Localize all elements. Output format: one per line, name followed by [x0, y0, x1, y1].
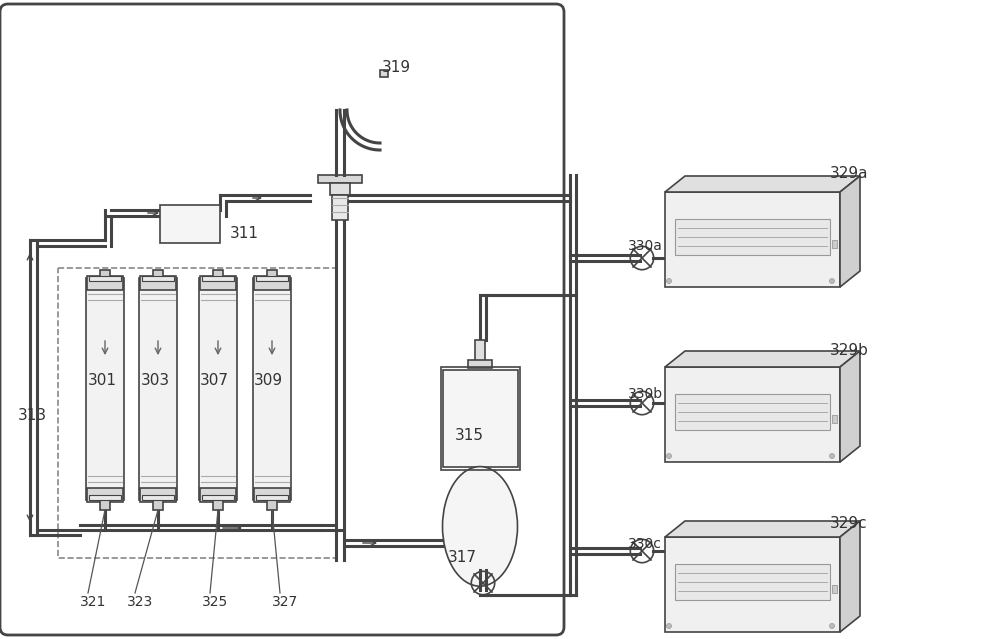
Text: 315: 315: [455, 428, 484, 443]
Circle shape: [666, 624, 672, 629]
Text: 301: 301: [88, 373, 117, 388]
Bar: [160, 205, 220, 243]
Bar: [832, 415, 837, 422]
Text: 327: 327: [272, 595, 298, 609]
Polygon shape: [840, 521, 860, 632]
Polygon shape: [665, 351, 860, 367]
Bar: [665, 192, 840, 287]
Bar: [468, 360, 492, 368]
Bar: [213, 270, 223, 278]
Polygon shape: [840, 351, 860, 462]
Polygon shape: [665, 521, 860, 537]
Bar: [213, 500, 223, 510]
Bar: [475, 340, 485, 362]
Text: 329a: 329a: [830, 166, 868, 181]
Circle shape: [666, 454, 672, 459]
Bar: [256, 495, 288, 500]
Text: 321: 321: [80, 595, 106, 609]
Ellipse shape: [442, 466, 518, 586]
Bar: [139, 278, 177, 500]
Bar: [89, 495, 121, 500]
Text: 313: 313: [18, 408, 47, 423]
Bar: [675, 564, 830, 599]
Bar: [254, 276, 290, 290]
Bar: [100, 270, 110, 278]
Text: 330b: 330b: [628, 387, 663, 401]
Bar: [832, 585, 837, 592]
Bar: [442, 370, 518, 466]
Bar: [665, 367, 840, 462]
Text: 325: 325: [202, 595, 228, 609]
Bar: [253, 278, 291, 500]
Bar: [665, 537, 840, 632]
Bar: [330, 183, 350, 195]
Bar: [200, 488, 236, 502]
Bar: [318, 175, 362, 183]
Text: 319: 319: [382, 60, 411, 75]
Bar: [140, 276, 176, 290]
Text: 303: 303: [141, 373, 170, 388]
Bar: [142, 276, 174, 281]
FancyBboxPatch shape: [0, 4, 564, 635]
Bar: [87, 276, 123, 290]
Bar: [199, 278, 237, 500]
Bar: [86, 278, 124, 500]
Bar: [254, 488, 290, 502]
Bar: [675, 219, 830, 255]
Bar: [142, 495, 174, 500]
Polygon shape: [665, 176, 860, 192]
Bar: [87, 488, 123, 502]
Text: 323: 323: [127, 595, 153, 609]
Bar: [100, 500, 110, 510]
Bar: [140, 488, 176, 502]
Text: 311: 311: [230, 226, 259, 241]
Bar: [832, 240, 837, 247]
Text: 329c: 329c: [830, 516, 868, 531]
Bar: [202, 495, 234, 500]
Bar: [153, 270, 163, 278]
Bar: [440, 367, 520, 470]
Circle shape: [829, 279, 834, 284]
Bar: [675, 394, 830, 429]
Bar: [200, 276, 236, 290]
Bar: [89, 276, 121, 281]
Bar: [267, 270, 277, 278]
Bar: [267, 500, 277, 510]
Text: 317: 317: [448, 550, 477, 565]
Text: 330a: 330a: [628, 239, 663, 253]
Polygon shape: [840, 176, 860, 287]
Circle shape: [829, 624, 834, 629]
Text: 307: 307: [200, 373, 229, 388]
Bar: [256, 276, 288, 281]
Text: 329b: 329b: [830, 343, 869, 358]
Circle shape: [829, 454, 834, 459]
Bar: [58, 268, 336, 558]
Text: 309: 309: [254, 373, 283, 388]
Text: 330c: 330c: [628, 537, 662, 551]
Bar: [153, 500, 163, 510]
Bar: [380, 70, 388, 77]
Bar: [202, 276, 234, 281]
Circle shape: [666, 279, 672, 284]
Bar: [332, 195, 348, 220]
